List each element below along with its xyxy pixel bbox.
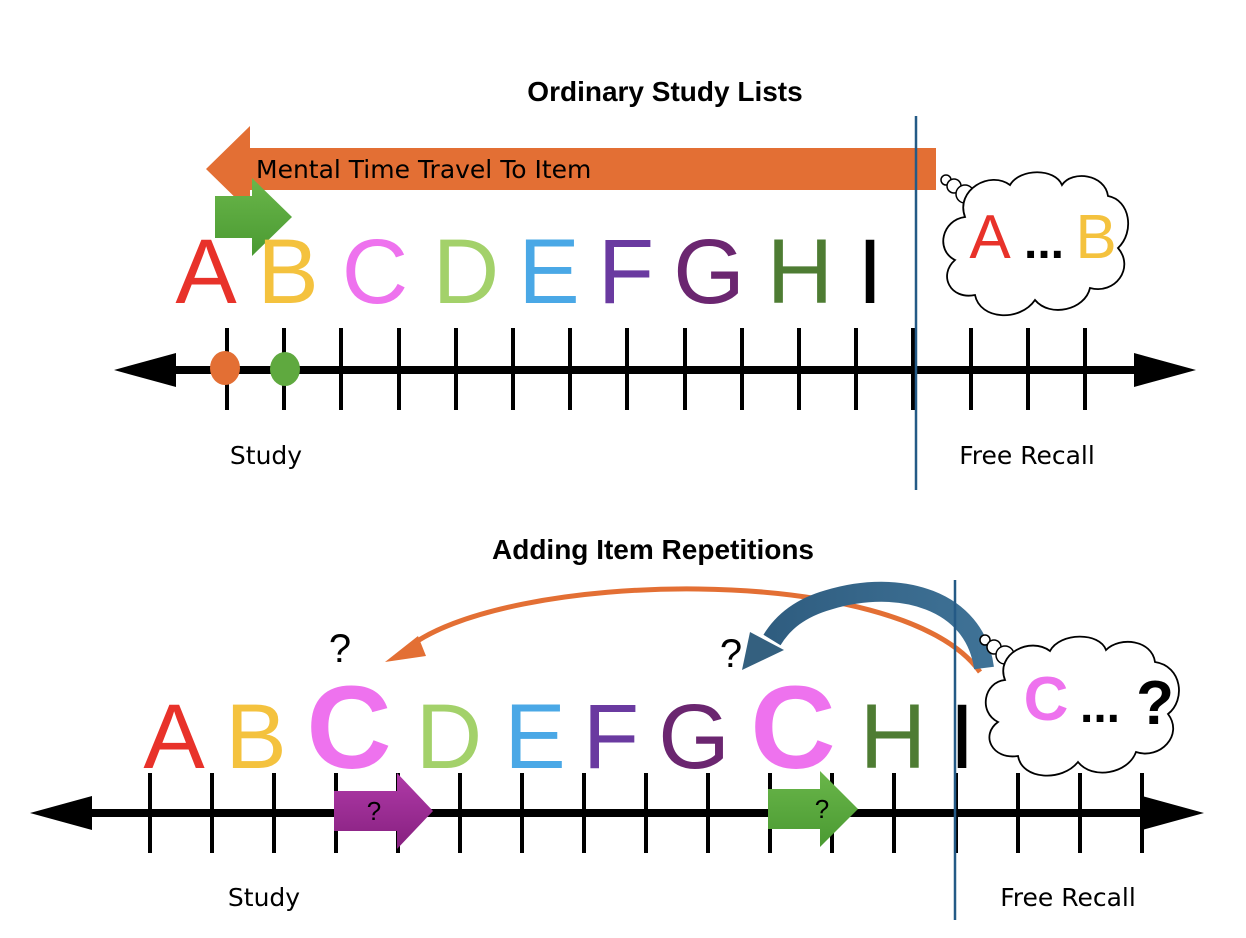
forward-arrow-purple xyxy=(334,773,433,849)
top-study-label: Study xyxy=(230,441,302,470)
top-letter-9: I xyxy=(857,221,883,323)
forward-arrow-green xyxy=(215,178,292,256)
context-marker-b xyxy=(270,352,300,386)
question-mark-first-c: ? xyxy=(329,627,351,671)
mental-time-travel-arrow xyxy=(206,126,936,212)
bottom-letter-9: H xyxy=(860,686,926,788)
top-thought-second: B xyxy=(1075,203,1116,272)
top-recall-label: Free Recall xyxy=(959,441,1095,470)
top-letter-7: G xyxy=(673,221,745,323)
bottom-letter-1: A xyxy=(143,686,205,788)
forward-arrow-green-bottom xyxy=(768,771,858,847)
bottom-letter-8: C xyxy=(750,662,835,794)
bottom-letter-4: D xyxy=(416,686,482,788)
bottom-letter-3: C xyxy=(306,662,391,794)
purple-arrow-label: ? xyxy=(367,796,381,826)
top-letter-4: D xyxy=(433,221,499,323)
bottom-letter-6: F xyxy=(583,686,639,788)
bottom-title: Adding Item Repetitions xyxy=(492,534,814,565)
curved-arrow-to-second-c xyxy=(742,581,994,670)
top-panel: Ordinary Study Lists Mental Time Travel … xyxy=(114,76,1196,490)
top-letter-8: H xyxy=(767,221,833,323)
bottom-study-label: Study xyxy=(228,883,300,912)
bottom-letter-7: G xyxy=(658,686,730,788)
bottom-thought-first: C xyxy=(1024,665,1069,734)
bottom-letter-2: B xyxy=(225,686,286,788)
top-timeline xyxy=(114,328,1196,410)
top-letter-5: E xyxy=(518,221,579,323)
bottom-axis-right-arrowhead xyxy=(1142,796,1204,830)
bottom-letter-10: I xyxy=(949,686,975,788)
bottom-thought-second: ? xyxy=(1136,669,1174,738)
mental-time-travel-label: Mental Time Travel To Item xyxy=(256,155,591,184)
top-letter-6: F xyxy=(598,221,654,323)
green-arrow-label: ? xyxy=(815,794,829,824)
top-thought-first: A xyxy=(969,203,1011,272)
bottom-axis-left-arrowhead xyxy=(30,796,92,830)
bottom-letter-5: E xyxy=(504,686,565,788)
top-axis-left-arrowhead xyxy=(114,353,176,387)
top-axis-right-arrowhead xyxy=(1134,353,1196,387)
top-thought-dots: ... xyxy=(1024,216,1064,269)
top-thought-cloud: A ... B xyxy=(940,171,1129,317)
top-letter-1: A xyxy=(175,221,237,323)
bottom-thought-cloud: C ... ? xyxy=(979,634,1180,777)
top-letter-3: C xyxy=(342,221,408,323)
question-mark-second-c: ? xyxy=(720,632,742,676)
bottom-thought-dots: ... xyxy=(1080,680,1120,733)
top-letter-2: B xyxy=(257,221,318,323)
context-marker-a xyxy=(210,351,240,385)
top-title: Ordinary Study Lists xyxy=(527,76,802,107)
bottom-recall-label: Free Recall xyxy=(1000,883,1136,912)
curved-arrow-to-first-c xyxy=(385,586,983,674)
